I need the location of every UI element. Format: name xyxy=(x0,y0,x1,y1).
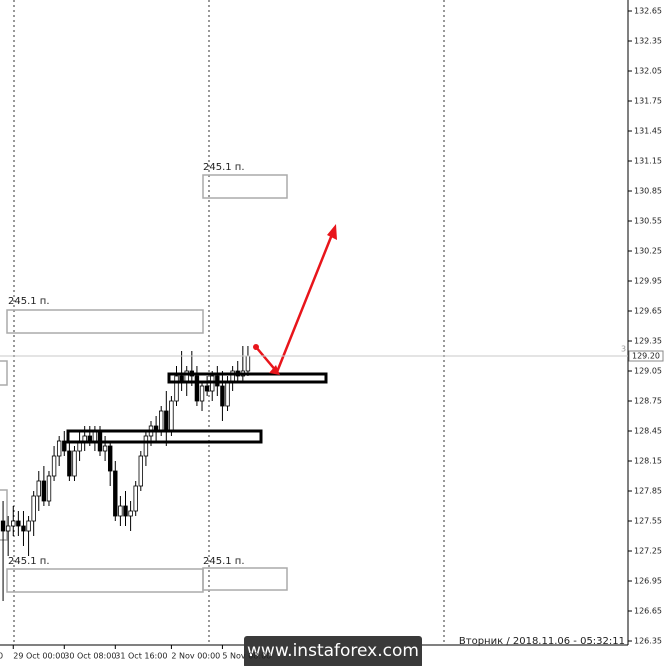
y-tick-label: 129.05 xyxy=(634,367,662,376)
x-tick-label: 0 xyxy=(0,652,3,661)
x-tick-label: 5 Nov 08:00 xyxy=(222,652,271,661)
target-box xyxy=(0,489,8,541)
y-tick-label: 132.05 xyxy=(634,67,662,76)
candle-body xyxy=(36,480,41,497)
candle-body xyxy=(159,410,164,432)
target-box xyxy=(202,174,288,199)
candle-body xyxy=(5,525,11,532)
x-tick-label: 30 Oct 08:00 xyxy=(64,652,116,661)
x-tick-label: 2 Nov 00:00 xyxy=(171,652,220,661)
candle-body xyxy=(138,455,144,487)
y-tick-label: 128.45 xyxy=(634,427,662,436)
y-tick-label: 128.15 xyxy=(634,457,662,466)
candle-body xyxy=(21,525,26,532)
candle-body xyxy=(26,520,31,532)
annotation: 245.1 п. xyxy=(8,296,50,307)
y-tick-label: 129.95 xyxy=(634,277,662,286)
zone xyxy=(167,372,328,384)
y-tick-label: 128.75 xyxy=(634,397,662,406)
annotation: 245.1 п. xyxy=(8,556,50,567)
y-tick-label: 127.25 xyxy=(634,547,662,556)
candle-body xyxy=(31,495,36,522)
target-box xyxy=(6,568,204,593)
candle-body xyxy=(87,435,92,442)
y-tick-label: 129.35 xyxy=(634,337,662,346)
candle-body xyxy=(169,400,174,432)
y-tick-label: 132.65 xyxy=(634,7,662,16)
arrow-head xyxy=(327,224,337,240)
candle-body xyxy=(133,485,138,512)
candle-body xyxy=(67,450,72,477)
y-tick-label: 126.35 xyxy=(634,637,662,646)
candle-body xyxy=(220,385,225,407)
arrow-head xyxy=(269,365,280,375)
candle-body xyxy=(82,435,87,442)
candle-body xyxy=(118,505,123,517)
annotation: 245.1 п. xyxy=(203,162,245,173)
candle-body xyxy=(16,520,21,527)
y-tick-label: 126.95 xyxy=(634,577,662,586)
candle-body xyxy=(113,470,118,517)
candle-body xyxy=(107,445,113,472)
y-tick-label: 130.85 xyxy=(634,187,662,196)
forecast-arrow xyxy=(255,231,335,375)
candle-body xyxy=(102,445,108,452)
candle-body xyxy=(179,375,184,382)
y-tick-label: 127.55 xyxy=(634,517,662,526)
y-tick-label: 130.25 xyxy=(634,247,662,256)
y-tick-label: 129.65 xyxy=(634,307,662,316)
footer: Вторник / 2018.11.06 - 05:32:11 xyxy=(459,636,625,647)
candle-body xyxy=(46,475,52,502)
candle-body xyxy=(128,510,133,517)
y-tick-label: 130.55 xyxy=(634,217,662,226)
last-price-label: 129.20 xyxy=(632,352,660,361)
target-box xyxy=(202,567,288,591)
candle-body xyxy=(194,375,200,402)
x-tick-label: 31 Oct 16:00 xyxy=(115,652,167,661)
candle-body xyxy=(143,435,149,457)
candle-body xyxy=(72,450,77,477)
y-tick-label: 131.75 xyxy=(634,97,662,106)
candle-body xyxy=(51,455,57,477)
candle-body xyxy=(174,375,179,402)
plot xyxy=(0,346,251,601)
candle-body xyxy=(11,520,16,527)
watermark-bg xyxy=(244,636,422,666)
candle-body xyxy=(41,480,47,502)
y-tick-label: 131.45 xyxy=(634,127,662,136)
candle-body xyxy=(245,355,251,372)
y-tick-label: 131.15 xyxy=(634,157,662,166)
candle-body xyxy=(225,380,230,407)
candle-body xyxy=(56,440,62,457)
target-box xyxy=(0,360,8,386)
y-tick-label: 126.65 xyxy=(634,607,662,616)
target-box xyxy=(6,309,204,334)
annotation: 245.1 п. xyxy=(203,556,245,567)
candle-body xyxy=(199,385,205,402)
candle-body xyxy=(62,440,67,452)
watermark: www.instaforex.com xyxy=(247,641,419,661)
marker: 3 xyxy=(621,345,626,354)
candle-body xyxy=(0,520,6,532)
last-price-box xyxy=(628,350,664,362)
x-tick-label: 29 Oct 00:00 xyxy=(13,652,65,661)
candle-body xyxy=(164,410,169,432)
candle-body xyxy=(204,385,210,392)
zone xyxy=(66,429,263,444)
candle-body xyxy=(123,505,128,517)
y-tick-label: 127.85 xyxy=(634,487,662,496)
y-tick-label: 132.35 xyxy=(634,37,662,46)
